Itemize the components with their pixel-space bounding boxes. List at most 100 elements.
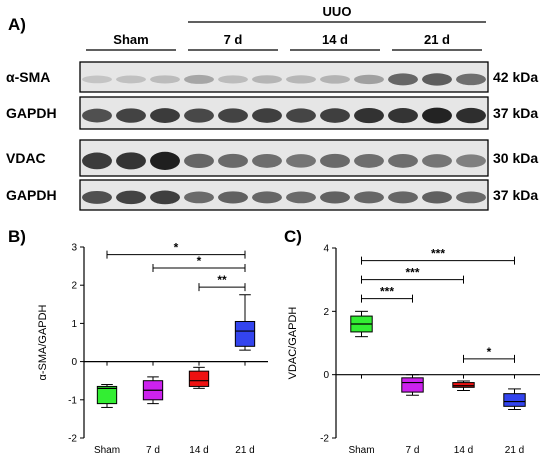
significance-label: *	[174, 241, 179, 255]
significance-bracket: *	[463, 345, 515, 363]
blot-band	[354, 74, 384, 85]
significance-bracket: ***	[361, 285, 413, 303]
uuo-label: UUO	[323, 4, 352, 19]
blot-strip	[79, 179, 489, 211]
significance-bracket: ***	[361, 266, 464, 284]
blot-size-label: 42 kDa	[493, 69, 538, 85]
blot-band	[252, 191, 282, 204]
blot-band	[354, 153, 384, 168]
blot-band	[184, 153, 214, 169]
blot-band	[456, 191, 486, 204]
blot-band	[388, 108, 418, 124]
blot-band	[286, 191, 316, 204]
box	[401, 377, 424, 393]
blot-band	[82, 190, 112, 204]
blot-band	[184, 108, 214, 123]
box	[234, 320, 256, 347]
significance-label: ***	[431, 247, 445, 261]
box-sham	[96, 384, 118, 408]
panel-label: B)	[8, 227, 26, 246]
box-21d	[503, 388, 526, 410]
blot-band	[116, 108, 146, 123]
blot-band	[252, 75, 282, 84]
y-tick-label: 0	[323, 370, 329, 381]
y-tick-label: 0	[71, 357, 77, 368]
y-tick-label: -1	[68, 395, 77, 406]
blot-band	[354, 107, 384, 124]
box	[96, 385, 118, 405]
y-tick-label: 1	[71, 319, 77, 330]
blot-band	[388, 153, 418, 168]
blot-band	[422, 107, 452, 124]
blot-band	[150, 108, 180, 123]
significance-label: *	[197, 254, 202, 268]
x-tick-label: Sham	[348, 445, 374, 456]
y-tick-label: 4	[323, 244, 329, 255]
box-14d	[188, 366, 210, 389]
significance-bracket: *	[152, 254, 246, 273]
significance-bracket: **	[198, 273, 246, 292]
y-axis-label: VDAC/GAPDH	[287, 307, 299, 380]
box-21d	[234, 294, 256, 351]
blot-protein-label: α-SMA	[6, 69, 50, 85]
blot-band	[82, 152, 112, 170]
blot-band	[116, 190, 146, 205]
box	[188, 370, 210, 387]
x-tick-label: 7 d	[406, 445, 420, 456]
y-tick-label: -2	[320, 434, 329, 445]
blot-row: VDAC 30 kDa	[6, 139, 538, 177]
blot-protein-label: VDAC	[6, 150, 46, 166]
blot-size-label: 30 kDa	[493, 150, 538, 166]
blot-row: GAPDH 37 kDa	[6, 96, 538, 130]
blot-band	[252, 108, 282, 123]
blot-protein-label: GAPDH	[6, 105, 57, 121]
blot-band	[286, 154, 316, 168]
box	[503, 393, 526, 407]
box	[452, 382, 475, 388]
blot-band	[320, 108, 350, 123]
blot-band	[116, 152, 146, 170]
blot-band	[320, 191, 350, 204]
x-tick-label: 14 d	[189, 445, 208, 456]
blot-band	[218, 108, 248, 123]
y-tick-label: 2	[323, 307, 329, 318]
blot-band	[354, 191, 384, 204]
significance-label: ***	[405, 266, 419, 280]
significance-label: ***	[380, 285, 394, 299]
blot-row: GAPDH 37 kDa	[6, 179, 538, 211]
blot-band	[184, 191, 214, 204]
blot-band	[456, 73, 486, 86]
blot-band	[422, 73, 452, 86]
blot-strip	[79, 139, 489, 177]
blot-band	[218, 153, 248, 168]
blot-band	[116, 75, 146, 84]
blot-band	[320, 153, 350, 168]
blot-band	[218, 75, 248, 84]
blot-band	[456, 154, 486, 168]
blot-band	[456, 107, 486, 124]
blot-band	[218, 191, 248, 204]
blot-band	[422, 191, 452, 204]
blot-band	[150, 151, 180, 170]
y-axis-label: α-SMA/GAPDH	[37, 304, 49, 380]
y-tick-label: 3	[71, 243, 77, 254]
blot-panel: A) UUO Sham 7 d 14 d 21 d α-SMA 42 kDa GAPDH 37 k…	[6, 4, 538, 211]
x-tick-label: 21 d	[505, 445, 524, 456]
blot-band	[82, 75, 112, 84]
blot-row: α-SMA 42 kDa	[6, 61, 538, 93]
blot-band	[388, 191, 418, 204]
x-tick-label: 7 d	[146, 445, 160, 456]
blot-strip	[79, 96, 489, 130]
significance-bracket: ***	[361, 247, 515, 265]
blot-band	[184, 74, 214, 84]
blot-group-label: 14 d	[322, 32, 348, 47]
blot-band	[286, 75, 316, 84]
panel-a-label: A)	[8, 15, 26, 34]
y-tick-label: 2	[71, 281, 77, 292]
x-tick-label: 21 d	[235, 445, 254, 456]
significance-label: **	[217, 273, 227, 287]
box-7d	[401, 374, 424, 396]
